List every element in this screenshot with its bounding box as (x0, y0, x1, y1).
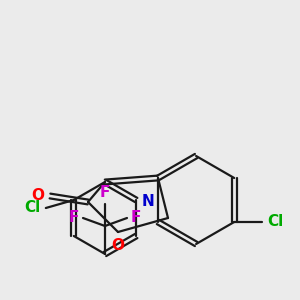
Text: F: F (69, 211, 79, 226)
Text: O: O (31, 188, 44, 203)
Text: Cl: Cl (25, 200, 41, 215)
Text: Cl: Cl (267, 214, 284, 230)
Text: F: F (100, 185, 110, 200)
Text: O: O (112, 238, 124, 253)
Text: F: F (131, 211, 141, 226)
Text: N: N (141, 194, 154, 209)
